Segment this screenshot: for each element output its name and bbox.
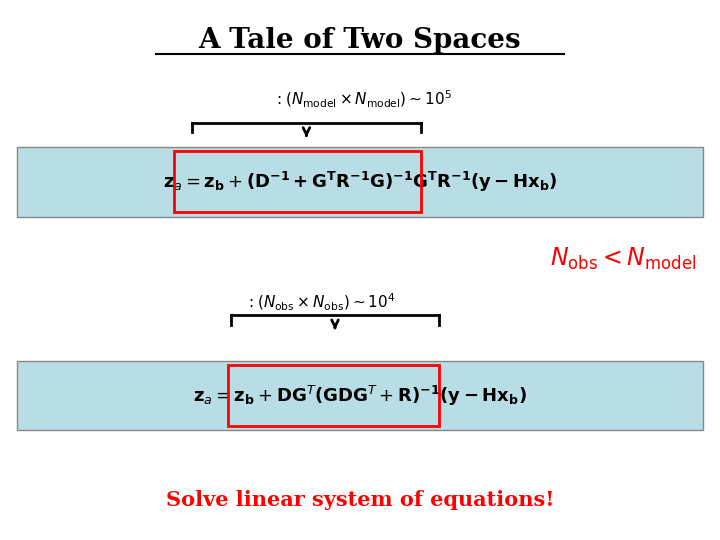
FancyBboxPatch shape <box>17 361 703 430</box>
FancyBboxPatch shape <box>17 147 703 217</box>
Text: $\mathbf{z}_{a} = \mathbf{z_b} + \mathbf{(D^{-1} + G^{T}R^{-1}G)^{-1}} \mathbf{G: $\mathbf{z}_{a} = \mathbf{z_b} + \mathbf… <box>163 170 557 194</box>
Text: $: \left(N_{\mathrm{model}} \times N_{\mathrm{model}}\right) \sim 10^5$: $: \left(N_{\mathrm{model}} \times N_{\m… <box>274 89 452 110</box>
Text: $N_{\mathrm{obs}} < N_{\mathrm{model}}$: $N_{\mathrm{obs}} < N_{\mathrm{model}}$ <box>549 246 696 272</box>
Text: A Tale of Two Spaces: A Tale of Two Spaces <box>199 27 521 54</box>
Text: $: \left(N_{\mathrm{obs}} \times N_{\mathrm{obs}}\right) \sim 10^4$: $: \left(N_{\mathrm{obs}} \times N_{\mat… <box>246 292 395 313</box>
Text: Solve linear system of equations!: Solve linear system of equations! <box>166 490 554 510</box>
Text: $\mathbf{z}_{a} = \mathbf{z_b} + \mathbf{DG}^{T}\mathbf{(GDG}^{T} + \mathbf{R)^{: $\mathbf{z}_{a} = \mathbf{z_b} + \mathbf… <box>193 383 527 408</box>
